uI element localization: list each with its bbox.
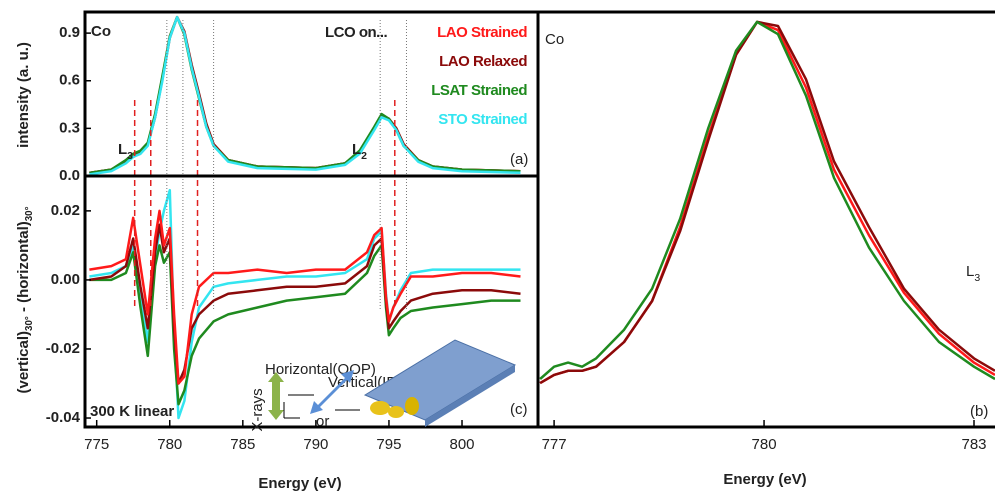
x-tick-label: 795 (376, 436, 401, 453)
edge-label-main: L (352, 141, 361, 158)
edge-label-main: L (118, 141, 127, 158)
edge-label: L2 (352, 141, 367, 162)
x-tick-label: 780 (752, 436, 777, 453)
orbital (405, 397, 419, 415)
y-axis-label-part: - (horizontal) (15, 221, 32, 316)
inset-text: or (316, 413, 329, 430)
y-tick-label: 0.00 (51, 271, 80, 288)
panel-label: (b) (970, 403, 988, 420)
y-axis-label-part: 30° (24, 206, 35, 221)
panel-label: (c) (510, 401, 528, 418)
plot-area (89, 15, 521, 176)
x-axis-label: Energy (eV) (723, 471, 806, 488)
series-line (89, 209, 521, 385)
panel-frame (536, 10, 995, 429)
legend-entry: LSAT Strained (431, 82, 527, 99)
legend-entry: LAO Strained (437, 24, 527, 41)
orbital (370, 401, 390, 415)
sample-edge (425, 365, 515, 427)
series-line (89, 244, 521, 406)
series-line (89, 15, 521, 176)
edge-label-sub: 3 (127, 150, 133, 162)
inset-text: X-rays (249, 388, 266, 431)
series-line (539, 20, 995, 381)
note: 300 K linear (90, 403, 174, 420)
series-line (539, 20, 995, 385)
edge-label-sub: 3 (974, 272, 980, 284)
legend-entry: STO Strained (438, 111, 527, 128)
edge-label: L3 (118, 141, 133, 162)
x-tick-label: 775 (84, 436, 109, 453)
e-field-arrow-ip (310, 370, 354, 414)
edge-label: L3 (966, 263, 980, 284)
plots: 0.0 0.3 0.6 0.9 -0.04 -0.02 0.00 0.02 775 780 785 7… (15, 10, 995, 492)
y-tick-label: 0.3 (59, 119, 80, 136)
edge-label-sub: 2 (361, 150, 367, 162)
edge-label-main: L (966, 263, 974, 280)
sample-label: Co (91, 23, 111, 40)
y-tick-label: -0.02 (46, 340, 80, 357)
e-field-arrow (268, 372, 284, 420)
inset-schematic (268, 339, 517, 427)
y-tick-label: 0.0 (59, 167, 80, 184)
x-tick-label: 777 (542, 436, 567, 453)
y-tick-label: 0.9 (59, 24, 80, 41)
panel-label: (a) (510, 151, 528, 168)
plot-area (539, 20, 995, 385)
x-tick-label: 783 (961, 436, 986, 453)
legend-entry: LAO Relaxed (439, 53, 527, 70)
x-tick-label: 800 (449, 436, 474, 453)
legend-title: LCO on... (325, 24, 387, 41)
sample-label: Co (545, 31, 564, 48)
orbital (388, 406, 404, 418)
y-tick-label: -0.04 (46, 409, 81, 426)
x-axis-label: Energy (eV) (258, 475, 341, 492)
x-tick-label: 780 (157, 436, 182, 453)
y-axis-label: intensity (a. u.) (15, 42, 32, 148)
x-tick-label: 785 (230, 436, 255, 453)
y-axis-label-part: (vertical) (15, 331, 32, 394)
y-tick-label: 0.6 (59, 72, 80, 89)
y-axis-label: (vertical)30° - (horizontal)30° (15, 206, 35, 393)
y-axis-label-part: 30° (24, 316, 35, 331)
x-tick-label: 790 (303, 436, 328, 453)
y-tick-label: 0.02 (51, 202, 80, 219)
